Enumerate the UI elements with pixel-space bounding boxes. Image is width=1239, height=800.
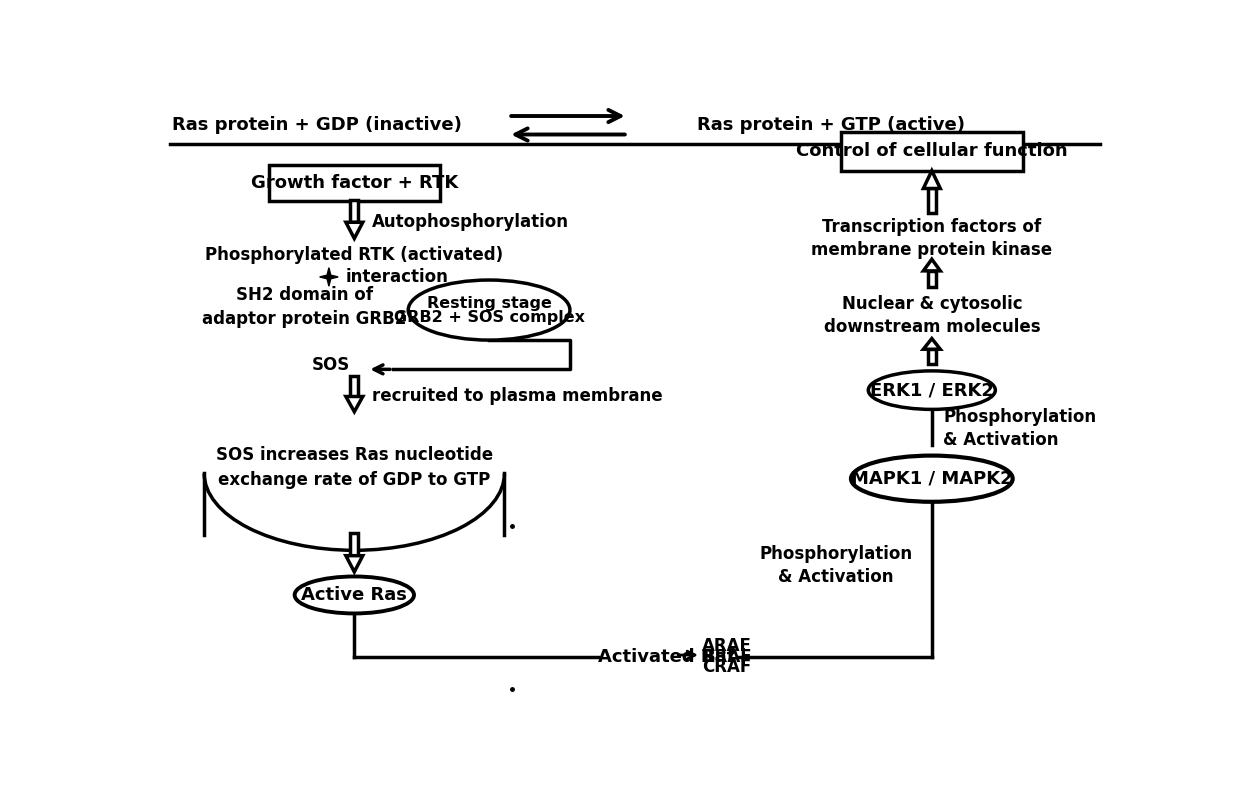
Text: Activated Raf |: Activated Raf | (598, 647, 747, 666)
Ellipse shape (869, 371, 995, 410)
Bar (928, 271, 935, 287)
Bar (928, 189, 935, 213)
Polygon shape (346, 397, 363, 412)
FancyBboxPatch shape (841, 132, 1022, 170)
Polygon shape (923, 259, 940, 271)
Text: SH2 domain of
adaptor protein GRB2: SH2 domain of adaptor protein GRB2 (202, 286, 406, 328)
Bar (351, 200, 358, 222)
Text: Phosphorylated RTK (activated): Phosphorylated RTK (activated) (206, 246, 503, 264)
FancyBboxPatch shape (269, 166, 440, 201)
Text: Phosphorylation
& Activation: Phosphorylation & Activation (943, 408, 1097, 450)
Text: CRAF: CRAF (703, 658, 752, 676)
Polygon shape (346, 222, 363, 238)
Text: ERK1 / ERK2: ERK1 / ERK2 (870, 381, 994, 399)
Text: Autophosphorylation: Autophosphorylation (372, 213, 569, 230)
Text: GRB2 + SOS complex: GRB2 + SOS complex (394, 310, 585, 326)
Text: recruited to plasma membrane: recruited to plasma membrane (372, 386, 663, 405)
Bar (351, 534, 358, 556)
Text: Nuclear & cytosolic
downstream molecules: Nuclear & cytosolic downstream molecules (824, 294, 1040, 336)
Text: Resting stage: Resting stage (426, 296, 551, 311)
Text: SOS: SOS (312, 356, 351, 374)
Polygon shape (346, 556, 363, 572)
Ellipse shape (295, 577, 414, 614)
Text: Control of cellular function: Control of cellular function (795, 142, 1068, 161)
Text: Phosphorylation
& Activation: Phosphorylation & Activation (760, 545, 912, 586)
Text: Ras protein + GTP (active): Ras protein + GTP (active) (698, 116, 965, 134)
Text: MAPK1 / MAPK2: MAPK1 / MAPK2 (851, 470, 1012, 488)
Text: Active Ras: Active Ras (301, 586, 408, 604)
Bar (928, 350, 935, 364)
Ellipse shape (408, 280, 570, 340)
Bar (351, 375, 358, 397)
Ellipse shape (851, 455, 1012, 502)
Polygon shape (923, 338, 940, 350)
Text: interaction: interaction (346, 268, 449, 286)
Text: Transcription factors of
membrane protein kinase: Transcription factors of membrane protei… (812, 218, 1052, 259)
Polygon shape (923, 170, 940, 189)
Polygon shape (320, 268, 338, 286)
Text: Growth factor + RTK: Growth factor + RTK (250, 174, 458, 192)
Text: ARAF: ARAF (703, 637, 752, 654)
Text: BRAF: BRAF (703, 647, 752, 666)
Text: Ras protein + GDP (inactive): Ras protein + GDP (inactive) (172, 116, 462, 134)
Text: SOS increases Ras nucleotide
exchange rate of GDP to GTP: SOS increases Ras nucleotide exchange ra… (216, 446, 493, 489)
